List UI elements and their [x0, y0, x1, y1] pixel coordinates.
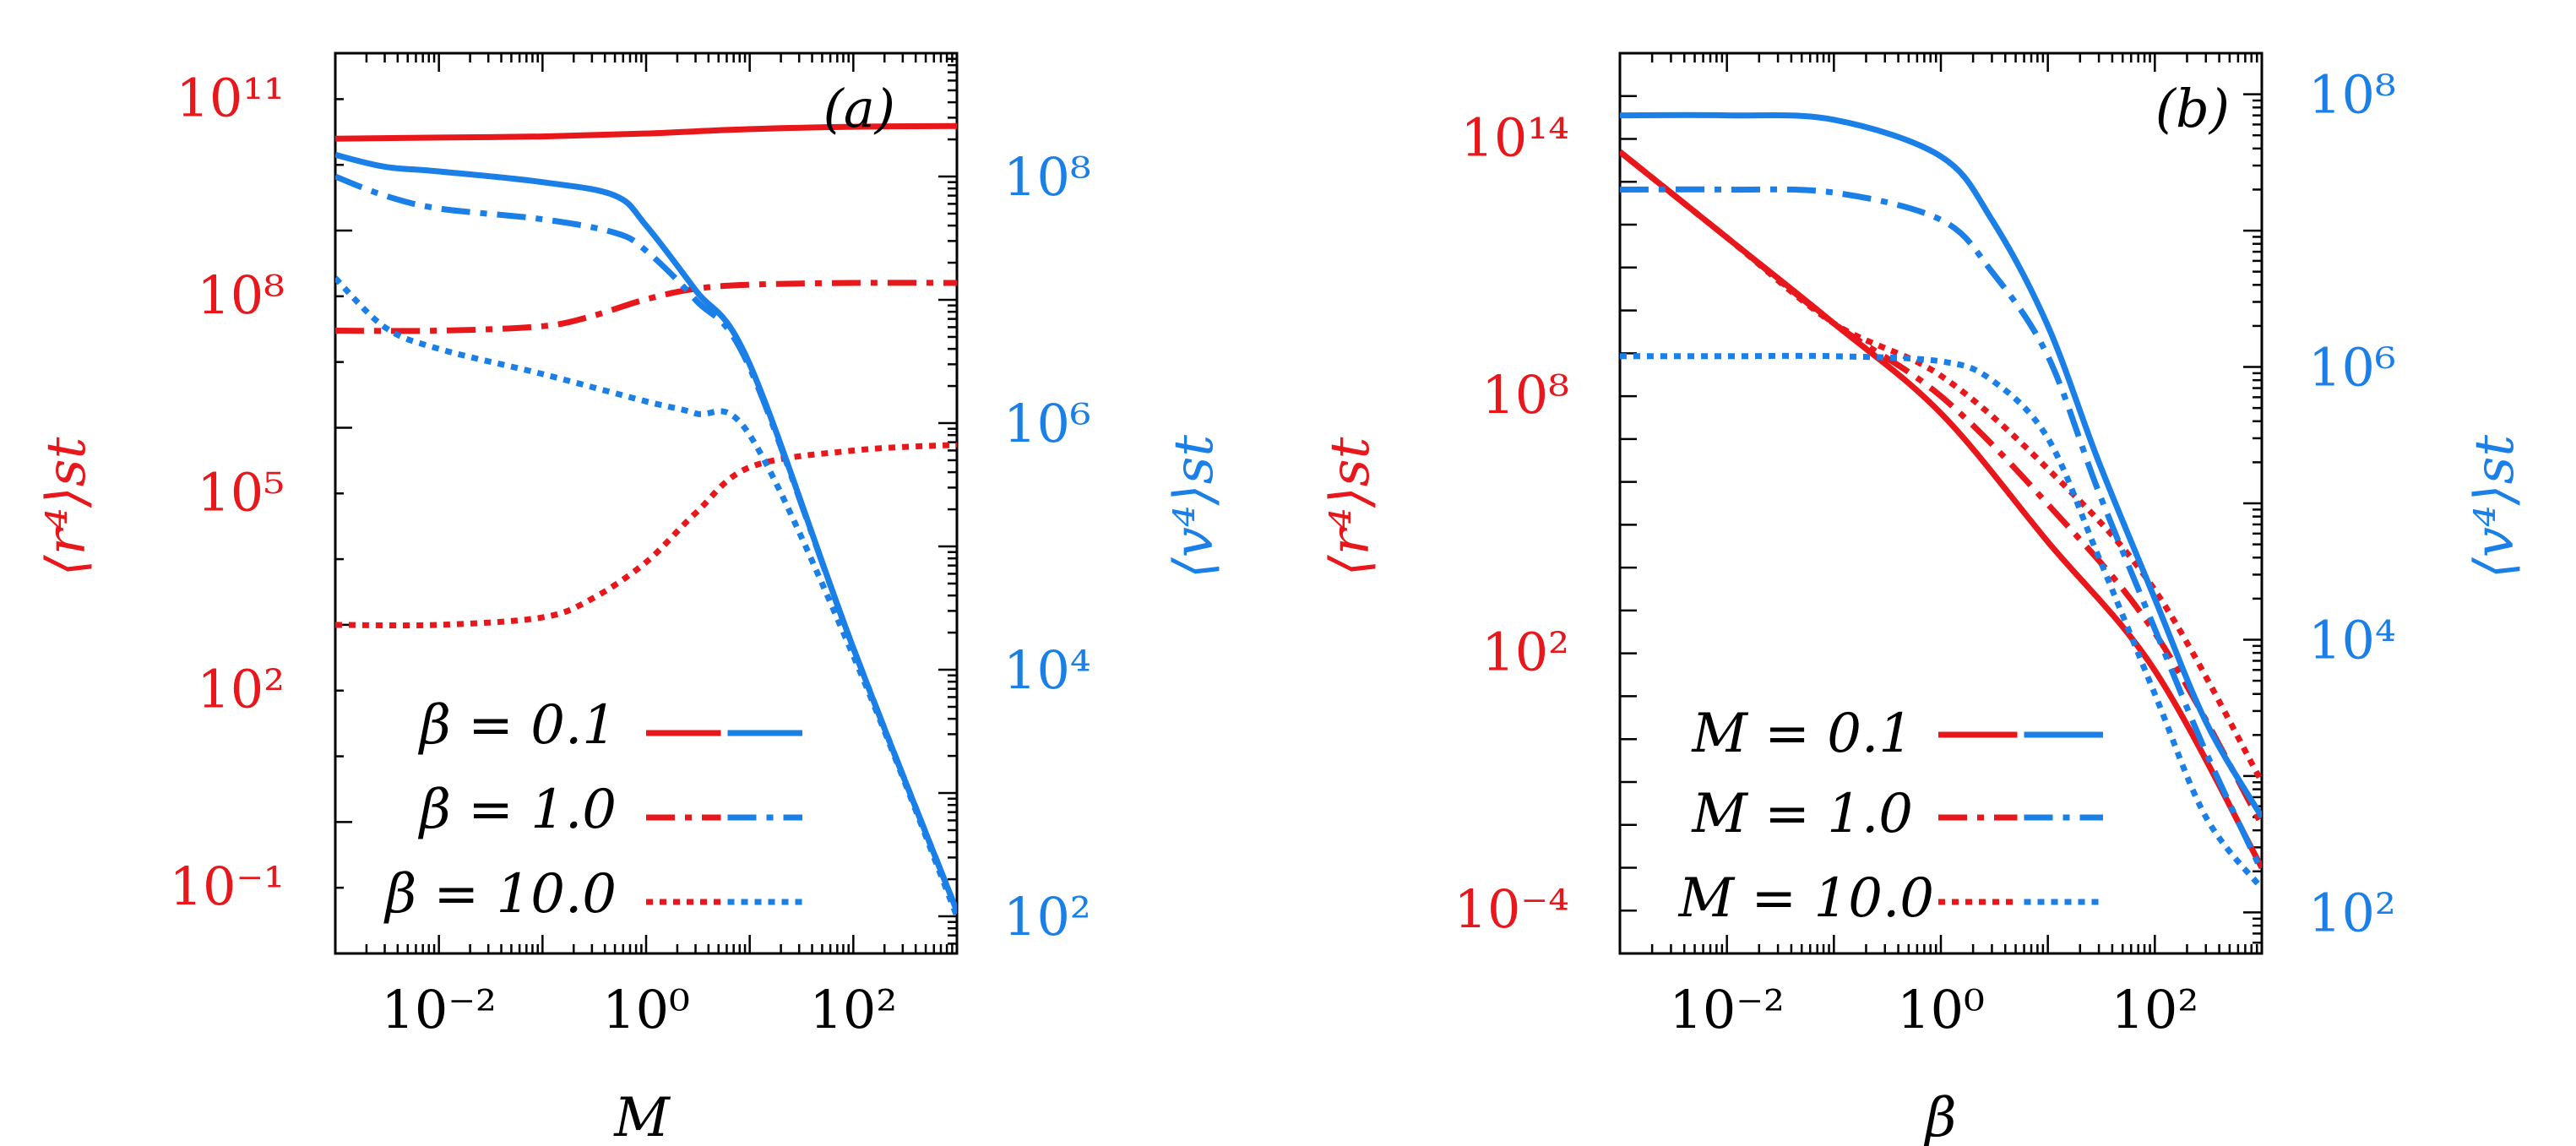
legend-a-entry-3: β = 10.0 — [383, 863, 617, 926]
panel-a-curves — [335, 122, 957, 918]
legend-b-entry-1: M = 0.1 — [1691, 703, 1913, 765]
legend-a-samples — [646, 730, 802, 905]
legend-b-entry-2: M = 1.0 — [1691, 783, 1913, 845]
panel-b-ylabel-right: ⟨v⁴⟩st — [2464, 435, 2526, 579]
x-tick-label: 10⁰ — [602, 979, 690, 1040]
x-tick-label: 10⁻² — [381, 979, 496, 1040]
series-v4-solid — [1620, 111, 2262, 819]
panel-b-ylabel-left: ⟨r⁴⟩st — [1319, 437, 1382, 576]
legend-a-entry-2: β = 1.0 — [418, 779, 617, 841]
y-right-tick-label: 10² — [2308, 882, 2396, 943]
panel-b-xlabel: β — [1924, 1087, 1957, 1146]
series-r4-dotted — [1620, 149, 2262, 784]
panel-a-xlabel: M — [613, 1087, 671, 1146]
x-tick-label: 10² — [809, 979, 897, 1040]
y-left-tick-label: 10¹¹ — [176, 67, 285, 128]
series-v4-solid — [335, 151, 957, 913]
x-tick-label: 10² — [2111, 979, 2198, 1040]
series-r4-solid — [335, 122, 957, 142]
legend-b-entry-3: M = 10.0 — [1678, 867, 1934, 930]
legend-a-entry-1: β = 0.1 — [418, 694, 617, 757]
panel-a-label: (a) — [823, 78, 895, 139]
panel-a-ticks: 10⁻² 10⁰ 10² 10⁻¹ 10² 10⁵ 10⁸ 10¹¹ 10² 10⁴ 10⁶ 10⁸ — [170, 52, 1091, 1040]
panel-b-ticks: 10⁻² 10⁰ 10² 10⁻⁴ 10² 10⁸ 10¹⁴ 10² 10⁴ 10⁶ 10⁸ — [1454, 52, 2396, 1040]
y-right-tick-label: 10⁸ — [2308, 64, 2396, 126]
x-tick-label: 10⁻² — [1669, 979, 1784, 1040]
panel-a: 10⁻² 10⁰ 10²10⁻¹10²10⁵10⁸10¹¹10²10⁴10⁶10⁸ … — [35, 52, 1226, 1146]
y-right-tick-label: 10⁸ — [1003, 146, 1091, 208]
series-v4-dashdot — [335, 173, 957, 913]
panel-a-legend: β = 0.1 β = 1.0 β = 10.0 — [383, 694, 802, 926]
y-left-tick-label: 10¹⁴ — [1460, 107, 1569, 169]
series-v4-dotted — [1620, 352, 2262, 891]
y-right-tick-label: 10⁴ — [2308, 609, 2396, 671]
panel-a-ylabel-right: ⟨v⁴⟩st — [1163, 435, 1226, 579]
series-r4-dashdot — [335, 280, 957, 334]
y-left-tick-label: 10⁵ — [197, 461, 285, 523]
series-v4-dashdot — [1620, 186, 2262, 873]
panel-b-legend: M = 0.1 M = 1.0 M = 10.0 — [1678, 703, 2103, 930]
series-r4-dotted — [335, 442, 957, 629]
y-left-tick-label: 10² — [197, 659, 285, 720]
y-right-tick-label: 10⁶ — [2308, 337, 2396, 399]
y-right-tick-label: 10⁴ — [1003, 639, 1091, 701]
panel-b-curves — [1620, 111, 2262, 891]
legend-b-samples — [1938, 731, 2103, 905]
y-left-tick-label: 10⁻¹ — [170, 855, 285, 917]
y-left-tick-label: 10² — [1481, 622, 1569, 683]
panel-a-ylabel-left: ⟨r⁴⟩st — [35, 437, 98, 576]
y-left-tick-label: 10⁸ — [197, 264, 285, 326]
y-left-tick-label: 10⁻⁴ — [1454, 878, 1569, 940]
series-v4-dotted — [335, 275, 957, 918]
panel-b: 10⁻² 10⁰ 10² 10⁻⁴ 10² 10⁸ 10¹⁴ 10² 10⁴ 10⁶ 10⁸ (b)… — [1319, 52, 2526, 1146]
y-left-tick-label: 10⁸ — [1481, 364, 1569, 426]
x-tick-label: 10⁰ — [1897, 979, 1985, 1040]
y-right-tick-label: 10² — [1003, 886, 1091, 948]
y-right-tick-label: 10⁶ — [1003, 393, 1091, 454]
panel-b-label: (b) — [2155, 78, 2230, 139]
